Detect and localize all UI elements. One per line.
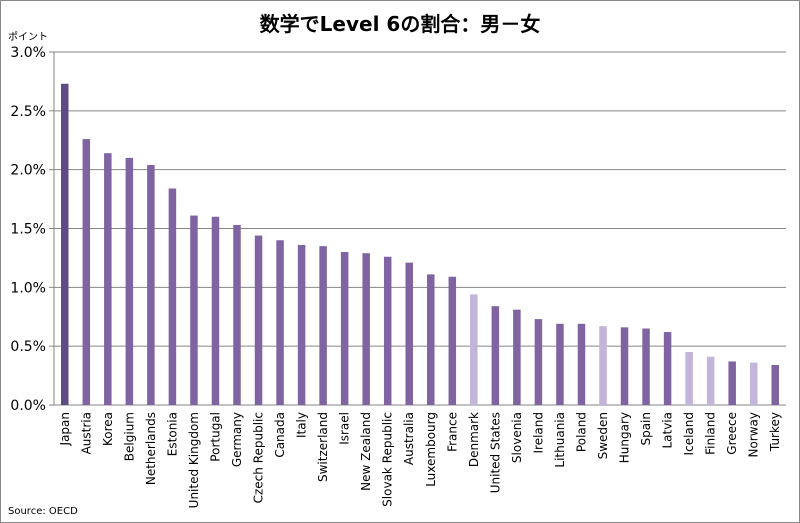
bar-canada	[276, 240, 284, 405]
bar-australia	[405, 262, 413, 405]
y-tick-label: 1.5%	[10, 222, 46, 238]
x-category-label: Poland	[574, 412, 588, 452]
bar-new-zealand	[362, 253, 370, 405]
bar-austria	[82, 139, 91, 405]
bar-germany	[233, 224, 241, 405]
bar-israel	[340, 252, 349, 405]
bar-estonia	[168, 188, 177, 405]
bar-slovenia	[513, 309, 521, 405]
bar-portugal	[211, 216, 220, 405]
bar-france	[448, 276, 457, 405]
y-axis-unit-label: ポイント	[8, 32, 48, 43]
source-note: Source: OECD	[8, 506, 78, 517]
x-category-label: Canada	[273, 412, 287, 458]
x-category-label: Netherlands	[144, 412, 158, 485]
y-tick-label: 1.0%	[10, 280, 46, 296]
x-category-label: Slovak Republic	[381, 412, 395, 507]
bar-lithuania	[556, 323, 564, 405]
y-tick-label: 0.5%	[10, 339, 46, 355]
bar-ireland	[534, 319, 543, 405]
x-category-label: New Zealand	[359, 412, 373, 491]
bar-japan	[61, 83, 69, 406]
x-category-label: Israel	[338, 412, 352, 445]
bar-denmark	[470, 294, 478, 405]
x-category-label: Norway	[747, 412, 761, 458]
bar-italy	[297, 244, 306, 405]
y-tick-label: 3.0%	[10, 45, 46, 61]
bar-switzerland	[319, 246, 327, 405]
x-category-label: Luxembourg	[424, 412, 438, 487]
bar-slovak-republic	[383, 256, 392, 405]
bar-finland	[706, 356, 715, 405]
bar-turkey	[771, 364, 779, 405]
y-tick-label: 2.0%	[10, 163, 46, 179]
bar-norway	[749, 362, 758, 405]
x-category-label: Germany	[230, 412, 244, 467]
bar-czech-republic	[254, 235, 263, 405]
x-category-label: Japan	[58, 412, 72, 446]
bar-netherlands	[147, 164, 155, 405]
bar-united-states	[491, 306, 500, 405]
x-category-label: Sweden	[596, 412, 610, 459]
x-category-label: Belgium	[122, 412, 136, 461]
bar-sweden	[599, 326, 607, 405]
x-category-label: France	[445, 412, 459, 452]
x-category-label: Turkey	[768, 412, 782, 452]
x-category-label: Hungary	[618, 412, 632, 463]
bar-luxembourg	[427, 274, 435, 405]
x-category-label: Austria	[79, 412, 93, 454]
x-category-label: Finland	[704, 412, 718, 455]
bar-hungary	[620, 327, 629, 405]
x-category-label: Denmark	[467, 412, 481, 467]
bar-belgium	[125, 157, 134, 405]
x-category-label: United Kingdom	[187, 412, 201, 508]
x-category-label: Czech Republic	[252, 412, 266, 503]
x-category-label: Latvia	[661, 412, 675, 449]
bar-iceland	[685, 352, 693, 405]
bar-united-kingdom	[190, 215, 198, 405]
x-category-label: United States	[488, 412, 502, 493]
bar-latvia	[663, 332, 672, 405]
x-category-label: Greece	[725, 412, 739, 455]
x-category-label: Italy	[295, 412, 309, 438]
x-category-label: Australia	[402, 412, 416, 465]
bar-spain	[642, 328, 650, 405]
x-category-label: Portugal	[208, 412, 222, 462]
bar-greece	[728, 361, 736, 405]
chart-title: 数学でLevel 6の割合：男－女	[259, 12, 541, 36]
y-tick-label: 0.0%	[10, 398, 46, 414]
x-category-label: Switzerland	[316, 412, 330, 482]
x-category-label: Lithuania	[553, 412, 567, 468]
y-tick-label: 2.5%	[10, 104, 46, 120]
x-category-label: Iceland	[682, 412, 696, 455]
x-category-label: Slovenia	[510, 412, 524, 463]
x-category-label: Spain	[639, 412, 653, 446]
bar-korea	[104, 153, 112, 405]
bar-poland	[577, 323, 586, 405]
x-category-label: Estonia	[165, 412, 179, 456]
x-category-label: Korea	[101, 412, 115, 446]
x-category-label: Ireland	[531, 412, 545, 454]
